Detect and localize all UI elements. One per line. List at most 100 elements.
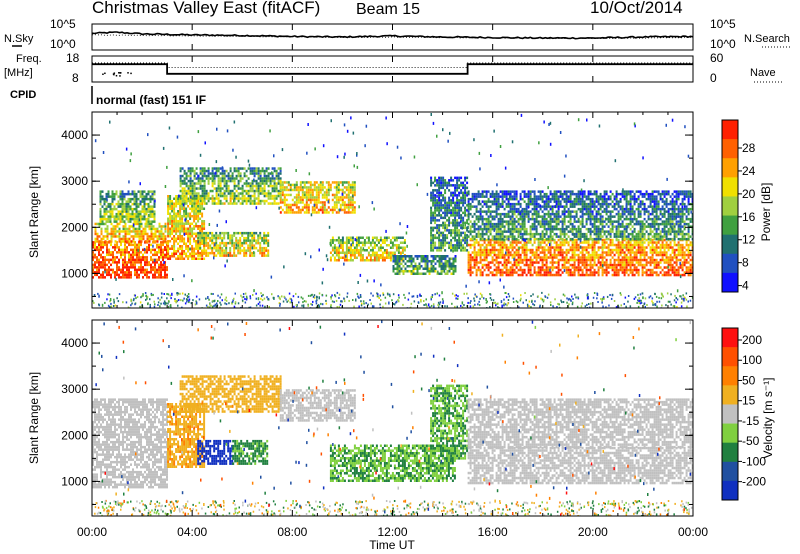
heatmap-cell bbox=[438, 255, 441, 258]
heatmap-cell bbox=[137, 210, 140, 213]
heatmap-cell bbox=[513, 263, 516, 267]
heatmap-cell bbox=[167, 205, 170, 208]
heatmap-cell bbox=[193, 182, 196, 185]
heatmap-cell bbox=[227, 234, 230, 237]
heatmap-cell bbox=[685, 248, 688, 252]
heatmap-cell bbox=[487, 200, 490, 203]
heatmap-cell bbox=[501, 273, 504, 277]
heatmap-cell bbox=[537, 261, 540, 264]
heatmap-cell bbox=[497, 205, 500, 208]
heatmap-cell bbox=[129, 212, 132, 216]
heatmap-cell bbox=[257, 197, 260, 200]
heatmap-cell bbox=[183, 212, 186, 215]
heatmap-cell bbox=[94, 230, 97, 233]
heatmap-cell bbox=[183, 227, 186, 230]
heatmap-cell bbox=[509, 217, 512, 221]
heatmap-cell bbox=[495, 232, 498, 236]
heatmap-cell bbox=[167, 222, 170, 225]
heatmap-cell bbox=[495, 241, 498, 244]
heatmap-cell bbox=[597, 258, 600, 262]
heatmap-cell bbox=[495, 227, 498, 231]
heatmap-cell bbox=[501, 217, 504, 221]
heatmap-cell bbox=[621, 261, 624, 264]
heatmap-cell bbox=[193, 192, 196, 195]
heatmap-cell bbox=[259, 184, 262, 188]
heatmap-cell bbox=[617, 248, 620, 252]
heatmap-cell bbox=[671, 256, 674, 259]
heatmap-cell bbox=[122, 261, 124, 264]
heatmap-cell bbox=[587, 251, 590, 254]
heatmap-cell bbox=[151, 207, 154, 211]
nsearch-label: N.Search bbox=[744, 33, 790, 45]
heatmap-cell bbox=[491, 190, 494, 193]
heatmap-cell bbox=[197, 236, 200, 240]
heatmap-cell bbox=[205, 244, 208, 247]
heatmap-cell bbox=[359, 259, 362, 262]
heatmap-cell bbox=[167, 245, 170, 248]
heatmap-cell bbox=[125, 217, 128, 221]
heatmap-cell bbox=[269, 184, 272, 188]
heatmap-cell bbox=[134, 271, 136, 274]
heatmap-cell bbox=[507, 230, 510, 233]
heatmap-cell bbox=[100, 248, 102, 252]
heatmap-cell bbox=[181, 255, 184, 258]
heatmap-cell bbox=[169, 227, 172, 230]
heatmap-cell bbox=[475, 215, 478, 218]
heatmap-cell bbox=[112, 253, 114, 257]
heatmap-cell bbox=[319, 206, 322, 209]
heatmap-cell bbox=[103, 202, 106, 206]
heatmap-cell bbox=[175, 222, 178, 225]
heatmap-cell bbox=[345, 203, 348, 207]
heatmap-cell bbox=[197, 220, 200, 223]
heatmap-cell bbox=[529, 263, 532, 267]
heatmap-cell bbox=[599, 266, 602, 269]
heatmap-cell bbox=[397, 251, 400, 254]
heatmap-cell bbox=[675, 253, 678, 257]
heatmap-cell bbox=[100, 222, 103, 226]
heatmap-cell bbox=[261, 167, 264, 170]
heatmap-cell bbox=[217, 179, 220, 183]
heatmap-cell bbox=[507, 273, 510, 277]
heatmap-cell bbox=[201, 202, 204, 205]
heatmap-cell bbox=[507, 225, 510, 228]
heatmap-cell bbox=[633, 266, 636, 269]
heatmap-cell bbox=[467, 207, 470, 211]
heatmap-cell bbox=[235, 174, 238, 178]
heatmap-cell bbox=[353, 206, 356, 209]
heatmap-cell bbox=[343, 186, 346, 189]
heatmap-cell bbox=[507, 202, 510, 206]
heatmap-cell bbox=[207, 254, 210, 257]
heatmap-cell bbox=[563, 263, 566, 267]
heatmap-cell bbox=[627, 243, 630, 247]
heatmap-cell bbox=[158, 273, 160, 277]
heatmap-cell bbox=[567, 268, 570, 272]
heatmap-cell bbox=[497, 235, 500, 238]
heatmap-cell bbox=[479, 227, 482, 231]
heatmap-cell bbox=[341, 196, 344, 199]
heatmap-cell bbox=[259, 241, 262, 245]
heatmap-cell bbox=[128, 230, 131, 233]
heatmap-cell bbox=[327, 198, 330, 202]
heatmap-cell bbox=[623, 266, 626, 269]
heatmap-cell bbox=[611, 241, 614, 244]
heatmap-cell bbox=[539, 251, 542, 254]
heatmap-cell bbox=[511, 212, 514, 216]
heatmap-cell bbox=[319, 188, 322, 192]
heatmap-cell bbox=[607, 266, 610, 269]
heatmap-cell bbox=[169, 235, 172, 238]
heatmap-cell bbox=[587, 263, 590, 267]
heatmap-cell bbox=[347, 251, 350, 254]
heatmap-cell bbox=[477, 200, 480, 203]
heatmap-cell bbox=[448, 265, 451, 268]
heatmap-cell bbox=[113, 215, 116, 218]
heatmap-cell bbox=[424, 262, 427, 265]
heatmap-cell bbox=[110, 243, 112, 247]
heatmap-cell bbox=[235, 246, 238, 250]
heatmap-cell bbox=[436, 272, 439, 275]
heatmap-cell bbox=[351, 181, 354, 184]
heatmap-cell bbox=[527, 220, 530, 223]
heatmap-cell bbox=[487, 215, 490, 218]
heatmap-cell bbox=[140, 230, 143, 233]
heatmap-cell bbox=[211, 249, 214, 252]
heatmap-cell bbox=[442, 211, 445, 215]
